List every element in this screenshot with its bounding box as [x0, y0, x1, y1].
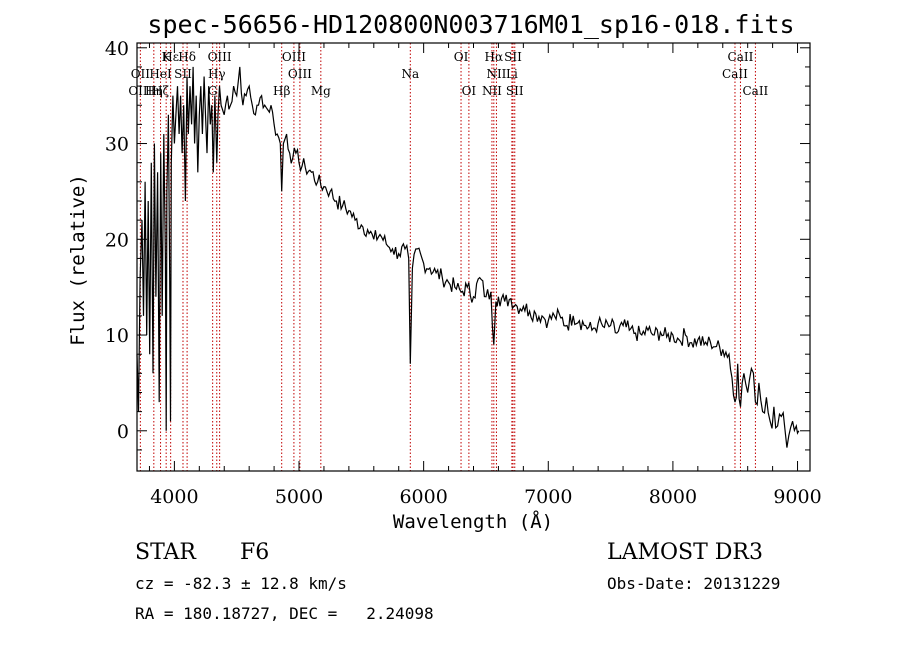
spectral-line-label: CaII: [728, 50, 754, 64]
spectral-line-label: Hγ: [208, 67, 226, 81]
spectral-line-label: OIII: [128, 84, 152, 98]
survey-name: LAMOST DR3: [607, 540, 763, 565]
spectral-line-label: Li: [506, 67, 518, 81]
spectral-line-label: Na: [401, 67, 419, 81]
spectral-line-markers: [139, 43, 756, 471]
x-tick-label: 4000: [150, 486, 198, 508]
spectral-line-label: OI: [454, 50, 469, 64]
y-axis-label: Flux (relative): [67, 174, 89, 346]
x-axis: 4000 5000 6000 7000 8000 9000: [148, 43, 822, 508]
x-tick-label: 6000: [399, 486, 447, 508]
spectral-line-label: HeI: [149, 67, 172, 81]
spectral-line-label: OIII: [208, 50, 232, 64]
spectral-line-label: G: [208, 84, 218, 98]
spectral-line-label: OIII: [282, 50, 306, 64]
spectral-line-label: K: [162, 50, 172, 64]
x-axis-label: Wavelength (Å): [393, 510, 553, 533]
spectral-line-label: Hζ: [152, 84, 169, 98]
spectral-line-label: SII: [506, 84, 524, 98]
velocity-readout: cz = -82.3 ± 12.8 km/s: [135, 574, 347, 593]
spectral-line-label: OI: [462, 84, 477, 98]
spectral-line-label: CaII: [722, 67, 748, 81]
x-tick-label: 8000: [649, 486, 697, 508]
y-tick-label: 20: [105, 229, 129, 251]
spectral-line-label: SII: [504, 50, 522, 64]
spectral-line-label: Mg: [311, 84, 331, 98]
spectral-line-label: NII: [486, 67, 506, 81]
spectral-line-label: Hα: [485, 50, 504, 64]
plot-frame: [136, 42, 811, 472]
spectral-line-label: SII: [174, 67, 192, 81]
spectral-line-label: OIII: [288, 67, 312, 81]
chart-title: spec-56656-HD120800N003716M01_sp16-018.f…: [147, 10, 794, 39]
spectral-subclass: F6: [240, 540, 270, 565]
spectral-line-label: OII: [131, 67, 151, 81]
y-tick-label: 10: [105, 325, 129, 347]
x-tick-label: 9000: [773, 486, 821, 508]
y-tick-label: 0: [117, 421, 129, 443]
y-tick-label: 30: [105, 134, 129, 156]
coordinates-readout: RA = 180.18727, DEC = 2.24098: [135, 604, 434, 623]
object-class: STAR: [135, 540, 196, 565]
spectral-line-label: Hδ: [178, 50, 196, 64]
spectral-line-label: Hε: [162, 50, 179, 64]
spectral-line-label: NII: [482, 84, 502, 98]
spectral-line-label: Hη: [145, 84, 163, 98]
spectral-line-label: Hβ: [273, 84, 290, 98]
obs-date: Obs-Date: 20131229: [607, 574, 781, 593]
x-tick-label: 5000: [275, 486, 323, 508]
spectrum-series-line: [136, 66, 800, 448]
y-axis: 0 10 20 30 40: [105, 38, 810, 451]
spectral-line-label: CaII: [742, 84, 768, 98]
y-tick-label: 40: [105, 38, 129, 60]
x-tick-label: 7000: [524, 486, 572, 508]
